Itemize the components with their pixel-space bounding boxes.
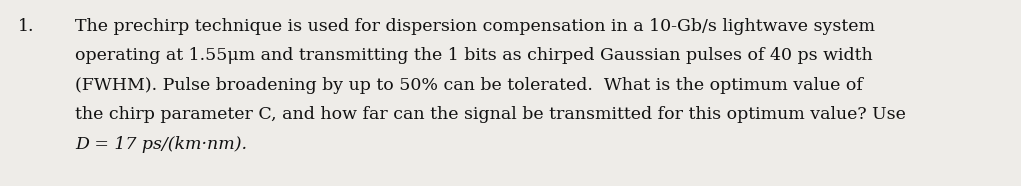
Text: operating at 1.55μm and transmitting the 1 bits as chirped Gaussian pulses of 40: operating at 1.55μm and transmitting the… <box>75 47 873 65</box>
Text: 1.: 1. <box>18 18 35 35</box>
Text: the chirp parameter C, and how far can the signal be transmitted for this optimu: the chirp parameter C, and how far can t… <box>75 107 906 124</box>
Text: D = 17 ps/(km·nm).: D = 17 ps/(km·nm). <box>75 136 247 153</box>
Text: (FWHM). Pulse broadening by up to 50% can be tolerated.  What is the optimum val: (FWHM). Pulse broadening by up to 50% ca… <box>75 77 863 94</box>
Text: The prechirp technique is used for dispersion compensation in a 10-Gb/s lightwav: The prechirp technique is used for dispe… <box>75 18 875 35</box>
